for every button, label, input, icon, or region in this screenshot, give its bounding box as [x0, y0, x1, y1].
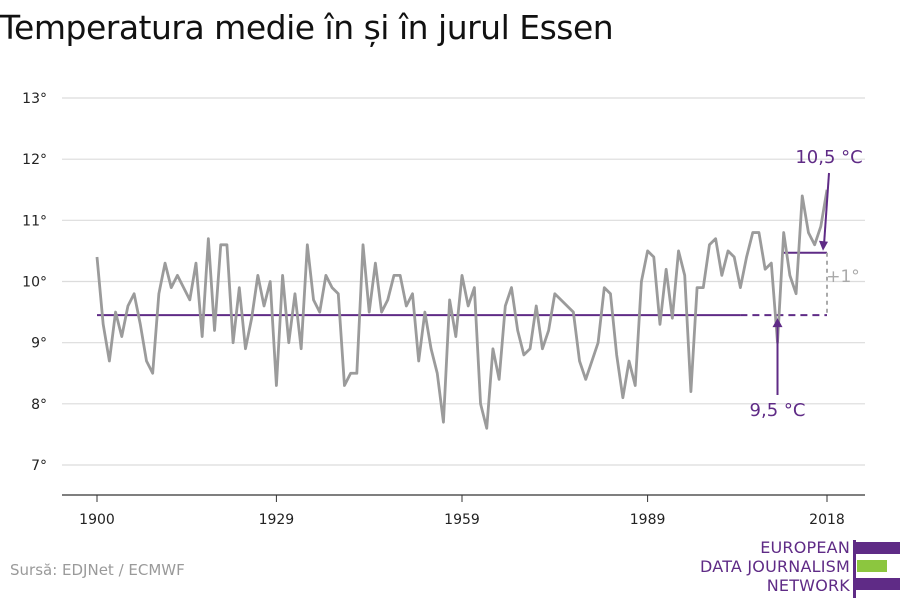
- y-tick-label: 11°: [22, 213, 47, 229]
- annotations: 10,5 °C 9,5 °C +1°: [750, 147, 863, 421]
- y-tick-label: 8°: [31, 397, 47, 413]
- logo-bar-purple-top: [856, 542, 900, 554]
- gridlines: [62, 97, 865, 466]
- y-tick-labels: 7° 8° 9° 10° 11° 12° 13°: [22, 91, 47, 474]
- x-tick-label: 1929: [259, 512, 295, 528]
- y-tick-label: 7°: [31, 458, 47, 474]
- y-tick-label: 12°: [22, 152, 47, 168]
- temperature-series-line: [95, 189, 829, 430]
- logo-line-3: NETWORK: [766, 576, 850, 595]
- x-tick-label: 1900: [79, 512, 115, 528]
- baseline-arrow-head: [772, 318, 783, 328]
- y-tick-label: 13°: [22, 91, 47, 107]
- x-tick-label: 2018: [809, 512, 845, 528]
- y-tick-label: 9°: [31, 336, 47, 352]
- baseline-mean-label: 9,5 °C: [750, 400, 806, 421]
- chart-title: Temperatura medie în și în jurul Essen: [0, 8, 614, 47]
- x-tick-label: 1989: [630, 512, 666, 528]
- recent-mean-label: 10,5 °C: [795, 147, 862, 168]
- x-tick-label: 1959: [444, 512, 480, 528]
- logo-line-2: DATA JOURNALISM: [700, 557, 850, 576]
- delta-label: +1°: [826, 267, 860, 287]
- source-note: Sursă: EDJNet / ECMWF: [10, 561, 185, 579]
- x-axis: 1900 1929 1959 1989 2018: [62, 494, 865, 528]
- logo-line-1: EUROPEAN: [760, 538, 850, 557]
- recent-mean-arrow-shaft: [823, 172, 830, 245]
- recent-mean-arrow-head: [819, 240, 828, 251]
- y-tick-label: 10°: [22, 275, 47, 291]
- logo-bar-purple-bottom: [856, 578, 900, 590]
- edjnet-logo: EUROPEAN DATA JOURNALISM NETWORK: [700, 538, 900, 600]
- series-group: [95, 189, 829, 430]
- logo-bar-green: [857, 560, 887, 572]
- logo-vertical-bar: [853, 540, 856, 598]
